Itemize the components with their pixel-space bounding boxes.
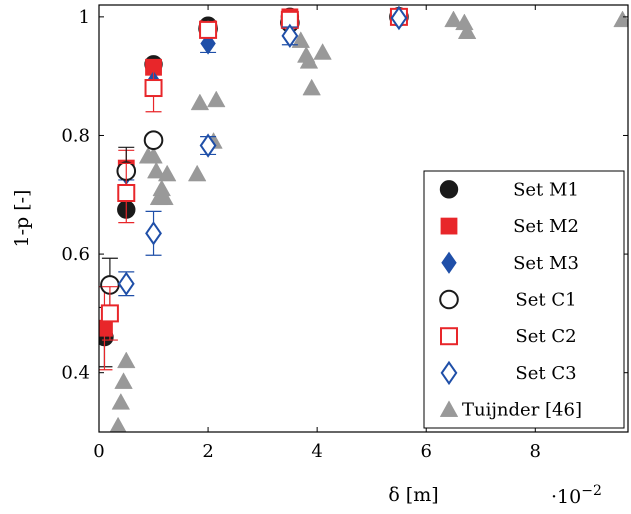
plot-area-frame bbox=[98, 4, 629, 433]
legend-label: Tuijnder [46] bbox=[462, 400, 582, 421]
legend-marker bbox=[440, 217, 458, 235]
series-set-m2 bbox=[99, 8, 408, 371]
data-point bbox=[199, 20, 218, 39]
data-point bbox=[190, 93, 210, 111]
data-point bbox=[147, 161, 166, 179]
data-point bbox=[299, 52, 319, 69]
data-point bbox=[390, 5, 408, 31]
legend-label: Set C1 bbox=[515, 290, 576, 311]
data-point bbox=[291, 31, 311, 48]
legend-marker bbox=[439, 289, 459, 310]
y-tick-label: 0.8 bbox=[61, 125, 90, 146]
y-tick-label: 0.6 bbox=[61, 244, 90, 265]
legend-entry: Set C1 bbox=[439, 289, 577, 311]
legend-marker bbox=[439, 400, 459, 417]
x-tick-label: 4 bbox=[311, 441, 322, 462]
legend-label: Set M3 bbox=[513, 253, 579, 274]
data-point bbox=[313, 43, 332, 60]
data-point bbox=[143, 130, 164, 151]
data-point bbox=[302, 78, 321, 96]
data-point bbox=[457, 22, 477, 39]
x-tick-label: 6 bbox=[420, 441, 431, 462]
data-point bbox=[187, 164, 207, 182]
data-point bbox=[281, 23, 299, 48]
legend-marker bbox=[440, 327, 458, 346]
legend-label: Set C3 bbox=[515, 363, 576, 384]
legend-marker bbox=[439, 180, 459, 199]
legend-marker bbox=[440, 360, 458, 386]
data-point bbox=[145, 221, 162, 246]
y-axis-ticks: 0.4 0.6 0.8 1 bbox=[61, 7, 628, 384]
legend-entry: Set C2 bbox=[440, 326, 577, 347]
legend-entry: Set M2 bbox=[440, 216, 579, 237]
series-set-c3 bbox=[117, 5, 408, 297]
plot-marks bbox=[99, 5, 628, 432]
data-point bbox=[613, 10, 628, 28]
legend-entry: Set M1 bbox=[439, 179, 579, 200]
data-point bbox=[157, 164, 177, 182]
data-point bbox=[199, 133, 217, 158]
x-axis-ticks: 0 2 4 6 8 bbox=[93, 5, 541, 462]
series-tuijnder-46 bbox=[109, 10, 628, 432]
legend-label: Set C2 bbox=[515, 326, 576, 347]
series-set-c2 bbox=[100, 7, 408, 341]
x-axis-label: δ [m] bbox=[388, 484, 438, 506]
data-point bbox=[144, 79, 163, 98]
data-point bbox=[117, 183, 136, 202]
legend: Set M1 Set M2 Set M3 Set C1 Set C2 Set C3 Tuij… bbox=[423, 170, 625, 429]
x-tick-label: 2 bbox=[202, 441, 213, 462]
data-point bbox=[155, 188, 174, 206]
legend-entry: Set M3 bbox=[441, 251, 579, 274]
data-point bbox=[444, 10, 463, 28]
legend-marker bbox=[441, 251, 457, 274]
data-point bbox=[117, 351, 136, 369]
x-axis-exponent: ·10−2 bbox=[551, 483, 602, 508]
legend-label: Set M2 bbox=[513, 216, 579, 237]
x-axis-exponent-power: −2 bbox=[581, 483, 602, 499]
legend-entry: Tuijnder [46] bbox=[439, 400, 582, 421]
legend-label: Set M1 bbox=[513, 179, 579, 200]
data-point bbox=[109, 416, 127, 432]
data-point bbox=[117, 271, 135, 296]
y-tick-label: 1 bbox=[79, 7, 90, 28]
legend-entry: Set C3 bbox=[440, 360, 577, 386]
x-axis-exponent-base: ·10 bbox=[551, 486, 581, 508]
data-point bbox=[100, 304, 119, 323]
data-point bbox=[207, 90, 226, 108]
data-point bbox=[114, 372, 133, 389]
data-point bbox=[111, 393, 131, 410]
y-tick-label: 0.4 bbox=[61, 363, 90, 384]
y-axis-label: 1-p [-] bbox=[11, 190, 33, 248]
data-point bbox=[144, 146, 163, 164]
series-set-m1 bbox=[99, 7, 409, 368]
x-tick-label: 8 bbox=[530, 441, 541, 462]
x-tick-label: 0 bbox=[93, 441, 104, 462]
